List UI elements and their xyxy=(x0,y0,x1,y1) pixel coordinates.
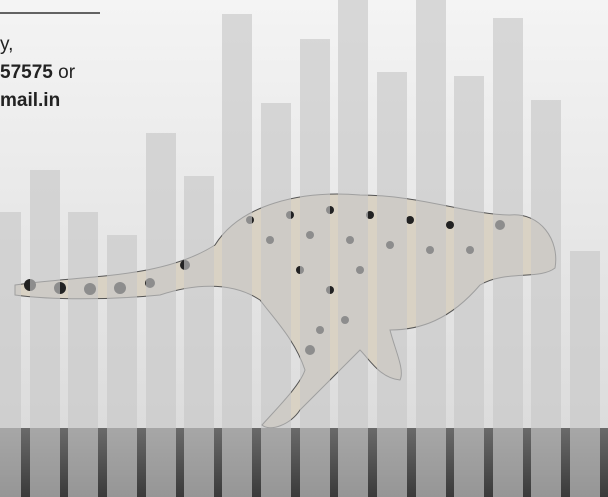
bar xyxy=(184,176,214,497)
contact-line: mail.in xyxy=(0,90,60,112)
bar xyxy=(570,251,600,497)
contact-line: 57575 or xyxy=(0,62,75,84)
bar xyxy=(531,100,561,497)
bar xyxy=(146,133,176,497)
bar xyxy=(0,212,21,497)
bar xyxy=(222,14,252,497)
bar xyxy=(300,39,330,497)
contact-line: y, xyxy=(0,34,13,56)
phone-number: 57575 xyxy=(0,62,53,83)
bar xyxy=(261,103,291,497)
bar xyxy=(377,72,407,497)
bar xyxy=(68,212,98,497)
bar xyxy=(338,0,368,497)
email: mail.in xyxy=(0,90,61,111)
contact-text: or xyxy=(58,62,76,83)
bar xyxy=(107,235,137,497)
contact-text: y, xyxy=(0,34,14,55)
bar xyxy=(30,170,60,497)
bar xyxy=(454,76,484,497)
bar xyxy=(493,18,523,497)
bar xyxy=(416,0,446,497)
